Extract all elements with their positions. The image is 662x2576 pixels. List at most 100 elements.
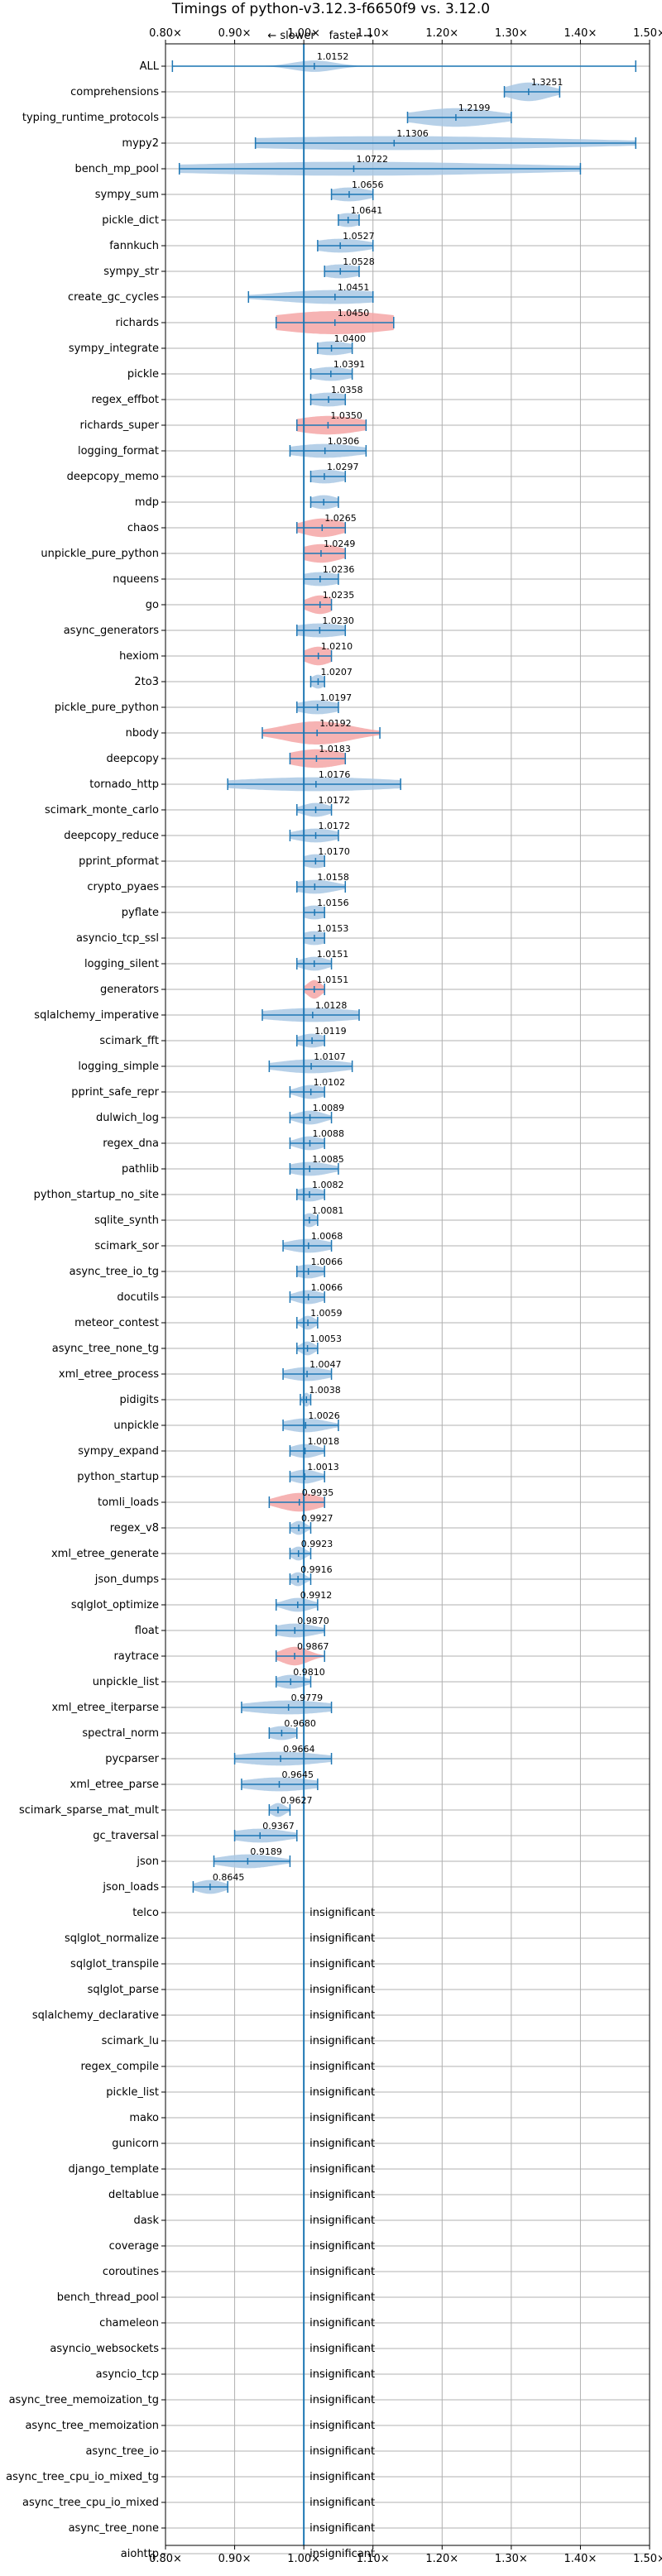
benchmark-label: comprehensions [70, 86, 159, 98]
value-label: 1.0236 [323, 564, 355, 575]
benchmark-label: asyncio_tcp_ssl [76, 932, 159, 945]
value-label: 1.0085 [312, 1154, 344, 1165]
insignificant-label: insignificant [309, 2343, 375, 2355]
x-tick-label-bottom: 1.30× [495, 2553, 528, 2565]
insignificant-label: insignificant [309, 1958, 375, 1970]
benchmark-label: coverage [109, 2240, 159, 2253]
benchmark-label: richards [116, 317, 160, 329]
insignificant-label: insignificant [309, 2317, 375, 2329]
insignificant-label: insignificant [309, 2471, 375, 2483]
benchmark-label: asyncio_tcp [96, 2368, 159, 2381]
value-label: 1.0358 [331, 385, 363, 395]
benchmark-label: sqlglot_normalize [65, 1932, 159, 1945]
value-label: 0.9927 [301, 1513, 333, 1524]
value-label: 1.0249 [324, 539, 356, 549]
slower-annotation: ← slower [267, 30, 315, 42]
x-tick-label-top: 1.20× [425, 27, 458, 40]
benchmark-label: float [135, 1625, 159, 1637]
benchmark-label: sympy_integrate [69, 342, 159, 355]
benchmark-label: unpickle_pure_python [41, 548, 159, 560]
benchmark-label: scimark_sor [94, 1240, 159, 1252]
benchmark-label: async_tree_none_tg [52, 1343, 159, 1355]
x-tick-label-bottom: 1.40× [564, 2553, 597, 2565]
insignificant-label: insignificant [309, 2086, 375, 2099]
value-label: 1.0038 [309, 1385, 341, 1396]
chart-title: Timings of python-v3.12.3-f6650f9 vs. 3.… [171, 1, 490, 17]
benchmark-label: raytrace [113, 1650, 159, 1663]
insignificant-label: insignificant [309, 2368, 375, 2381]
insignificant-label: insignificant [309, 2522, 375, 2535]
benchmark-label: scimark_sparse_mat_mult [19, 1804, 159, 1817]
benchmark-label: sympy_expand [78, 1445, 159, 1458]
benchmark-label: async_tree_io [85, 2445, 159, 2458]
value-label: 0.9867 [297, 1641, 329, 1652]
benchmark-label: sqlalchemy_imperative [34, 1009, 159, 1022]
value-label: 1.0722 [356, 154, 388, 165]
value-label: 0.9189 [250, 1846, 282, 1857]
value-label: 1.0107 [314, 1051, 346, 1062]
benchmark-label: crypto_pyaes [87, 881, 159, 893]
benchmark-label: bench_thread_pool [57, 2291, 159, 2304]
plot-frame [165, 43, 650, 2546]
benchmark-label: async_tree_memoization [25, 2420, 159, 2432]
x-tick-label-bottom: 0.90× [218, 2553, 252, 2565]
insignificant-label: insignificant [309, 1984, 375, 1996]
benchmark-label: tomli_loads [98, 1496, 159, 1509]
benchmark-label: json_loads [102, 1881, 159, 1894]
insignificant-label: insignificant [309, 2548, 375, 2560]
value-label: 1.1306 [396, 128, 428, 139]
benchmark-label: pprint_pformat [79, 855, 159, 868]
value-label: 1.0158 [317, 872, 349, 883]
insignificant-label: insignificant [309, 2061, 375, 2073]
benchmark-label: scimark_fft [99, 1035, 159, 1047]
axis-layer: 0.80× 0.80× 0.90× 0.90× 1.00× 1.00× 1.10× 1.10×… [6, 27, 662, 2565]
benchmark-label: gc_traversal [93, 1830, 159, 1842]
x-tick-label-top: 0.90× [218, 27, 252, 40]
value-label: 0.9367 [262, 1821, 295, 1831]
value-label: 1.0153 [317, 923, 349, 934]
x-tick-label-top: 1.10× [357, 27, 390, 40]
benchmark-label: async_generators [64, 625, 160, 637]
value-label: 1.0151 [317, 974, 349, 985]
benchmark-label: sympy_sum [95, 189, 159, 201]
value-label: 1.0152 [317, 51, 349, 62]
faster-annotation: faster → [329, 30, 373, 42]
benchmark-label: pyflate [122, 907, 159, 919]
benchmark-label: python_startup [77, 1471, 159, 1483]
benchmark-label: telco [132, 1907, 159, 1919]
value-label: 0.9935 [302, 1487, 334, 1498]
benchmark-label: deepcopy [106, 753, 159, 765]
value-label: 0.9680 [284, 1718, 316, 1729]
benchmark-label: logging_simple [78, 1061, 159, 1073]
value-label: 1.0047 [309, 1359, 342, 1370]
benchmark-label: pidigits [120, 1394, 160, 1406]
benchmark-label: unpickle [113, 1420, 159, 1432]
x-tick-label-top: 1.40× [564, 27, 597, 40]
insignificant-label: insignificant [309, 2497, 375, 2509]
benchmark-label: pickle [127, 368, 159, 381]
benchmark-label: 2to3 [134, 676, 159, 688]
benchmark-label: scimark_monte_carlo [45, 804, 159, 816]
benchmark-label: dulwich_log [96, 1112, 159, 1124]
benchmark-label: regex_dna [103, 1137, 159, 1150]
violin-layer [171, 60, 637, 1894]
benchmark-label: logging_format [78, 445, 159, 457]
value-label: 1.0450 [338, 308, 370, 318]
value-label: 0.9779 [291, 1693, 324, 1703]
value-label: 1.0059 [310, 1308, 343, 1319]
benchmark-label: logging_silent [84, 958, 159, 970]
value-label: 0.9645 [281, 1769, 314, 1780]
value-label: 1.0265 [324, 513, 357, 524]
benchmark-label: spectral_norm [82, 1727, 159, 1740]
value-label: 1.0082 [312, 1180, 344, 1190]
value-label: 1.0018 [308, 1436, 340, 1447]
value-label: 1.0156 [317, 898, 349, 908]
value-label: 1.0527 [343, 231, 375, 242]
grid-layer [165, 44, 650, 2554]
benchmark-label: async_tree_memoization_tg [9, 2394, 159, 2406]
value-label: 1.0528 [343, 256, 375, 267]
benchmark-label: dask [133, 2214, 159, 2227]
benchmark-label: xml_etree_generate [51, 1548, 159, 1560]
benchmark-label: regex_effbot [91, 394, 159, 406]
